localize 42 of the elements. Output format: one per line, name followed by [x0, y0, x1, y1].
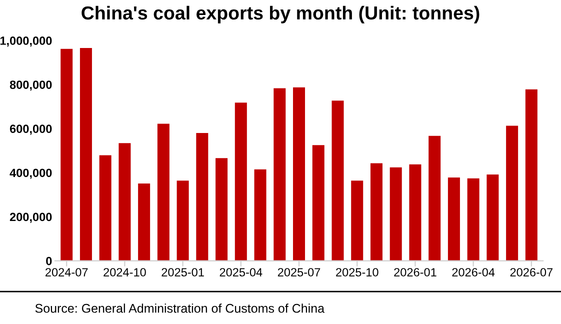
bar [80, 48, 92, 261]
bar [390, 167, 402, 261]
bar [467, 178, 480, 261]
x-tick-label: 2025-10 [336, 268, 378, 276]
bar [196, 133, 208, 261]
bar [118, 143, 131, 261]
bar [486, 174, 499, 261]
bar [409, 164, 422, 261]
bar [370, 163, 382, 261]
y-tick-label: 600,000 [10, 124, 52, 135]
chart-title: China's coal exports by month (Unit: tonnes) [82, 6, 480, 24]
bar [525, 89, 538, 261]
x-tick-label: 2024-10 [104, 268, 146, 276]
bar [234, 102, 247, 261]
bar [157, 124, 170, 261]
bar [60, 48, 73, 261]
x-tick-label: 2025-07 [278, 268, 320, 276]
y-tick-label: 1,000,000 [0, 36, 52, 47]
bar [448, 178, 460, 261]
y-tick-label: 800,000 [10, 80, 52, 91]
bar [506, 126, 518, 261]
bar [351, 180, 364, 261]
y-tick-label: 200,000 [10, 212, 52, 223]
bar [428, 136, 441, 261]
bar [254, 169, 266, 261]
bar [274, 88, 286, 261]
y-tick-label: 400,000 [10, 168, 52, 179]
x-tick-label: 2026-01 [394, 268, 436, 276]
bar [176, 180, 189, 261]
y-tick-label: 0 [46, 256, 52, 266]
bar [312, 145, 324, 261]
bar [332, 100, 344, 261]
x-tick-label: 2025-04 [220, 268, 262, 276]
bar [216, 158, 228, 261]
bar [293, 87, 306, 261]
bar [138, 183, 150, 261]
x-tick-label: 2026-07 [510, 268, 552, 276]
x-tick-label: 2024-07 [46, 268, 88, 276]
x-tick-label: 2026-04 [452, 268, 495, 276]
source-note: Source: General Administration of Customs of China [35, 304, 325, 313]
x-tick-label: 2025-01 [162, 268, 204, 276]
bar [99, 155, 112, 261]
